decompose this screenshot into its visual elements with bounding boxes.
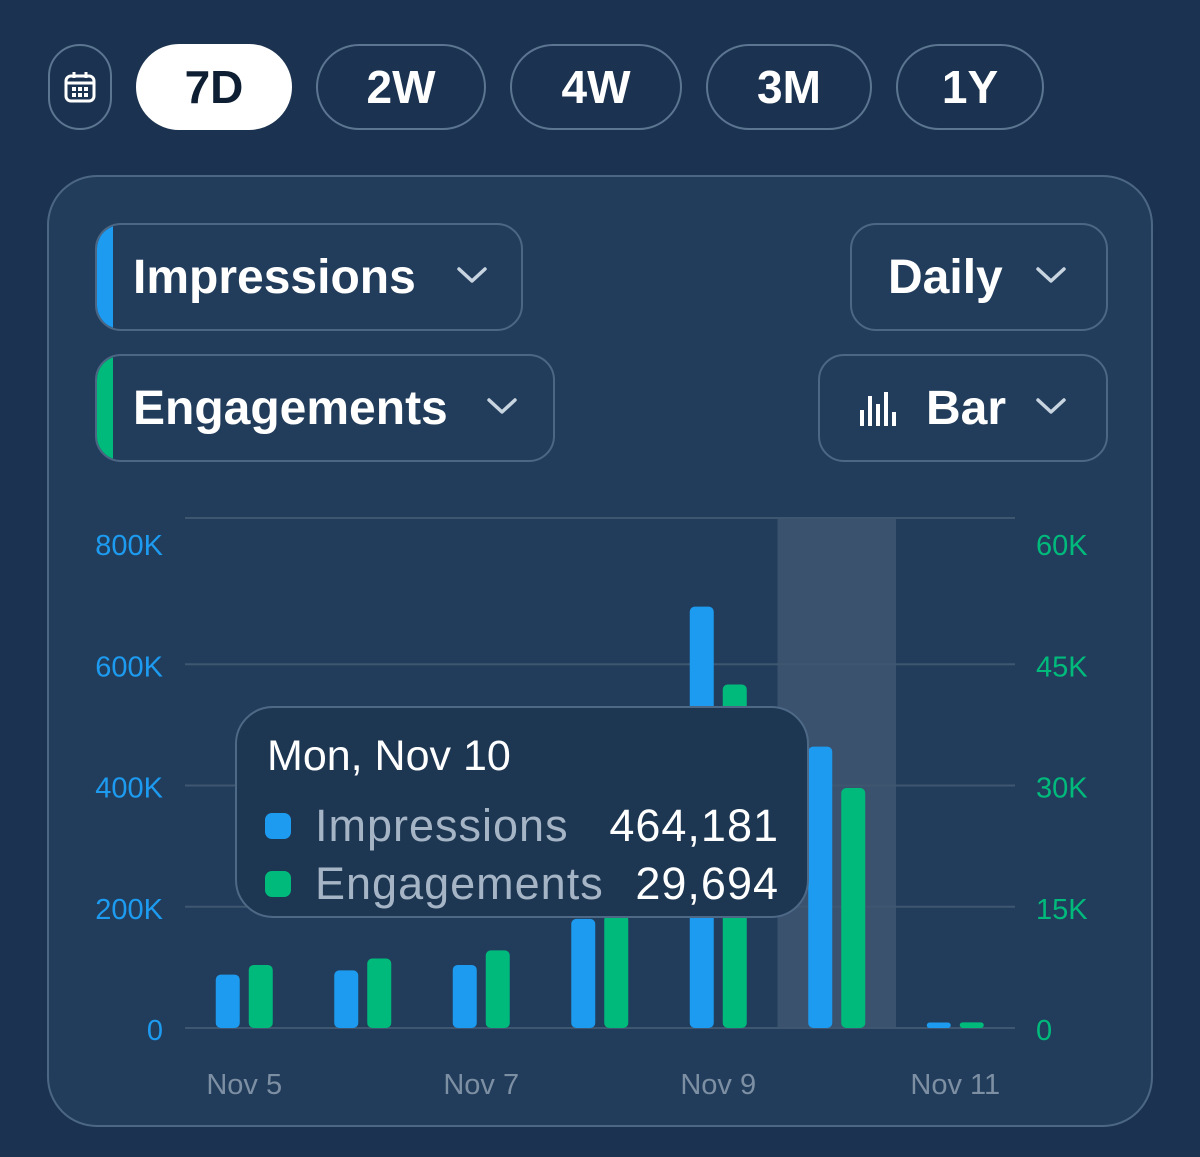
tooltip-row-impressions: Impressions 464,181: [265, 800, 779, 851]
y-left-tick-label: 0: [147, 1015, 163, 1047]
impressions-legend-dot: [265, 813, 291, 839]
engagements-bar[interactable]: [841, 787, 866, 1028]
y-left-tick-label: 800K: [95, 530, 163, 562]
engagements-bar[interactable]: [485, 950, 510, 1028]
impressions-bar[interactable]: [808, 746, 833, 1028]
interval-select[interactable]: Daily: [850, 223, 1108, 331]
range-option-4w[interactable]: 4W: [510, 44, 682, 130]
y-right-tick-label: 60K: [1036, 530, 1088, 562]
metric-select-engagements[interactable]: Engagements: [95, 354, 555, 462]
metric-select-label: Impressions: [133, 250, 416, 304]
bar-chart-icon: [860, 392, 896, 426]
range-option-7d[interactable]: 7D: [136, 44, 292, 130]
metric-color-marker: [97, 356, 113, 460]
tooltip-title: Mon, Nov 10: [267, 732, 511, 780]
x-tick-label: Nov 5: [206, 1069, 282, 1101]
engagements-bar[interactable]: [959, 1022, 984, 1028]
interval-select-label: Daily: [888, 250, 1003, 304]
tooltip-metric-name: Impressions: [315, 800, 569, 851]
range-option-3m[interactable]: 3M: [706, 44, 872, 130]
analytics-card: Impressions Engagements Daily Bar: [47, 175, 1153, 1127]
tooltip-metric-value: 29,694: [635, 858, 779, 909]
x-tick-label: Nov 7: [443, 1069, 519, 1101]
chevron-down-icon: [457, 267, 487, 283]
impressions-bar[interactable]: [926, 1022, 951, 1028]
impressions-bar[interactable]: [571, 918, 596, 1028]
metric-select-impressions[interactable]: Impressions: [95, 223, 523, 331]
y-right-tick-label: 30K: [1036, 773, 1088, 805]
range-option-1y[interactable]: 1Y: [896, 44, 1044, 130]
x-tick-label: Nov 11: [910, 1069, 1000, 1101]
y-left-tick-label: 200K: [95, 894, 163, 926]
metric-select-label: Engagements: [133, 381, 448, 435]
y-right-tick-label: 15K: [1036, 894, 1088, 926]
chart-tooltip: Mon, Nov 10 Impressions 464,181 Engageme…: [235, 706, 809, 918]
impressions-bar[interactable]: [215, 974, 240, 1028]
date-range-selector: 7D 2W 4W 3M 1Y: [48, 44, 1044, 130]
impressions-bar[interactable]: [334, 970, 359, 1028]
metric-color-marker: [97, 225, 113, 329]
y-right-tick-label: 0: [1036, 1015, 1052, 1047]
y-left-tick-label: 400K: [95, 773, 163, 805]
engagements-bar[interactable]: [248, 964, 273, 1028]
impressions-bar[interactable]: [452, 964, 477, 1028]
tooltip-row-engagements: Engagements 29,694: [265, 858, 779, 909]
engagements-bar[interactable]: [367, 958, 392, 1028]
y-left-tick-label: 600K: [95, 651, 163, 683]
calendar-button[interactable]: [48, 44, 112, 130]
calendar-icon: [64, 72, 96, 103]
chevron-down-icon: [1036, 398, 1066, 414]
chart-type-label: Bar: [926, 381, 1007, 435]
chevron-down-icon: [1036, 267, 1066, 283]
chart-type-select[interactable]: Bar: [818, 354, 1108, 462]
x-tick-label: Nov 9: [680, 1069, 756, 1101]
engagements-legend-dot: [265, 871, 291, 897]
y-right-tick-label: 45K: [1036, 651, 1088, 683]
chevron-down-icon: [487, 398, 517, 414]
engagements-bar[interactable]: [604, 914, 629, 1028]
range-option-2w[interactable]: 2W: [316, 44, 486, 130]
tooltip-metric-name: Engagements: [315, 858, 604, 909]
tooltip-metric-value: 464,181: [609, 800, 779, 851]
